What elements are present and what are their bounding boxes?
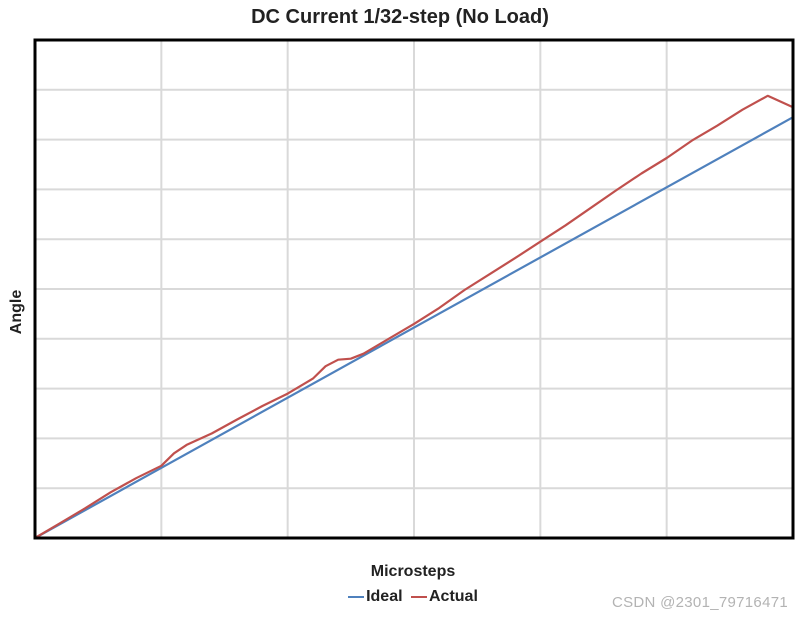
legend-item-actual: Actual bbox=[411, 588, 478, 606]
legend-swatch-ideal bbox=[348, 596, 365, 598]
x-axis-label: Microsteps bbox=[370, 563, 456, 580]
plot-frame bbox=[33, 38, 795, 540]
chart-title: DC Current 1/32-step (No Load) bbox=[251, 6, 549, 28]
legend-label-actual: Actual bbox=[429, 588, 478, 605]
legend-swatch-actual bbox=[411, 596, 427, 598]
series-line-ideal bbox=[33, 116, 795, 540]
legend: Ideal Actual bbox=[33, 585, 793, 606]
legend-item-ideal: Ideal bbox=[348, 588, 403, 606]
watermark: CSDN @2301_79716471 bbox=[611, 594, 788, 611]
legend-label-ideal: Ideal bbox=[366, 588, 403, 605]
series-line-actual bbox=[33, 94, 795, 540]
